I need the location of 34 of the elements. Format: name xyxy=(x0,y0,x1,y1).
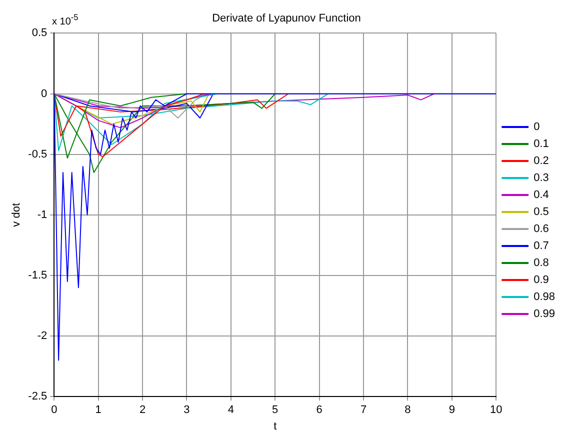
legend-label: 0 xyxy=(534,121,540,134)
y-tick-label: -2.5 xyxy=(28,390,48,403)
legend-label: 0.5 xyxy=(534,206,549,218)
legend-label: 0.8 xyxy=(534,257,549,270)
chart-title: Derivate of Lyapunov Function xyxy=(212,12,361,25)
legend-label: 0.1 xyxy=(534,138,549,150)
text: x 10$^{-5}$ xyxy=(52,12,78,28)
legend-label: 0.9 xyxy=(534,274,549,286)
y-axis-title: v dot xyxy=(10,202,23,227)
legend-label: 0.2 xyxy=(534,155,549,168)
y-tick-label: 0 xyxy=(41,88,48,100)
legend-label: 0.4 xyxy=(534,189,549,202)
y-tick-label: -2 xyxy=(37,330,48,342)
x-tick-label: 8 xyxy=(404,404,411,416)
x-tick-label: 0 xyxy=(51,404,58,416)
y-tick-label: -0.5 xyxy=(28,148,48,160)
y-tick-label: -1.5 xyxy=(28,270,48,282)
x-tick-label: 4 xyxy=(228,404,234,416)
legend-label: 0.6 xyxy=(534,223,549,236)
y-tick-label: -1 xyxy=(37,208,48,221)
x-tick-label: 10 xyxy=(490,404,502,416)
x-tick-label: 9 xyxy=(448,404,455,416)
x-tick-label: 7 xyxy=(360,404,367,416)
x-tick-label: 2 xyxy=(139,404,146,416)
x-tick-label: 1 xyxy=(95,404,102,416)
x-tick-label: 5 xyxy=(272,404,278,416)
x-axis-title: t xyxy=(274,420,277,432)
legend-label: 0.3 xyxy=(534,172,549,184)
legend-label: 0.99 xyxy=(534,308,556,320)
legend-label: 0.7 xyxy=(534,240,549,252)
x-tick-label: 6 xyxy=(316,404,322,416)
y-tick-label: 0.5 xyxy=(32,27,48,40)
legend-label: 0.98 xyxy=(534,291,556,304)
x-tick-label: 3 xyxy=(184,404,190,416)
